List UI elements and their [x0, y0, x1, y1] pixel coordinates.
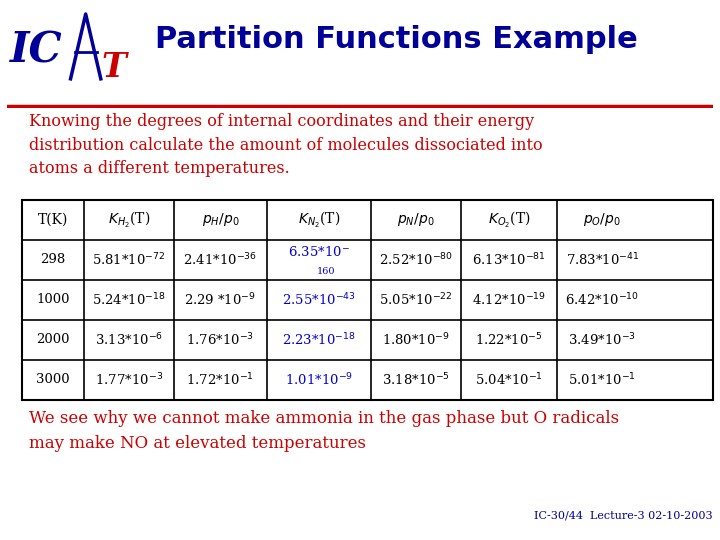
- Text: 5.24*10$^{-18}$: 5.24*10$^{-18}$: [92, 292, 166, 308]
- Text: IC: IC: [10, 30, 63, 72]
- Text: 6.13*10$^{-81}$: 6.13*10$^{-81}$: [472, 252, 546, 268]
- Text: 1.22*10$^{-5}$: 1.22*10$^{-5}$: [475, 332, 543, 348]
- Text: $K_{H_2}$(T): $K_{H_2}$(T): [107, 210, 150, 230]
- Text: Knowing the degrees of internal coordinates and their energy
distribution calcul: Knowing the degrees of internal coordina…: [29, 113, 542, 178]
- Text: Partition Functions Example: Partition Functions Example: [156, 25, 638, 55]
- Text: 1.76*10$^{-3}$: 1.76*10$^{-3}$: [186, 332, 254, 348]
- Text: 5.04*10$^{-1}$: 5.04*10$^{-1}$: [475, 372, 543, 388]
- Text: 6.42*10$^{-10}$: 6.42*10$^{-10}$: [565, 292, 639, 308]
- Text: 298: 298: [40, 253, 66, 266]
- Text: 1.80*10$^{-9}$: 1.80*10$^{-9}$: [382, 332, 449, 348]
- Text: $p_H/p_0$: $p_H/p_0$: [202, 211, 239, 228]
- Text: 5.05*10$^{-22}$: 5.05*10$^{-22}$: [379, 292, 452, 308]
- Text: 5.01*10$^{-1}$: 5.01*10$^{-1}$: [568, 372, 636, 388]
- Text: 2.23*10$^{-18}$: 2.23*10$^{-18}$: [282, 332, 356, 348]
- Text: 3.49*10$^{-3}$: 3.49*10$^{-3}$: [568, 332, 636, 348]
- Text: 6.35*10$^{-}$: 6.35*10$^{-}$: [288, 245, 350, 259]
- Text: 7.83*10$^{-41}$: 7.83*10$^{-41}$: [566, 252, 639, 268]
- Text: 3000: 3000: [36, 373, 70, 386]
- Text: $K_{O_2}$(T): $K_{O_2}$(T): [487, 210, 530, 230]
- Text: 1.77*10$^{-3}$: 1.77*10$^{-3}$: [94, 372, 163, 388]
- Text: 2.55*10$^{-43}$: 2.55*10$^{-43}$: [282, 292, 356, 308]
- Text: 160: 160: [317, 267, 335, 276]
- Text: 1.72*10$^{-1}$: 1.72*10$^{-1}$: [186, 372, 254, 388]
- Text: 1000: 1000: [36, 293, 69, 306]
- Text: $K_{N_2}$(T): $K_{N_2}$(T): [297, 210, 340, 230]
- Text: 3.13*10$^{-6}$: 3.13*10$^{-6}$: [94, 332, 163, 348]
- Text: We see why we cannot make ammonia in the gas phase but O radicals
may make NO at: We see why we cannot make ammonia in the…: [29, 410, 619, 451]
- Text: 3.18*10$^{-5}$: 3.18*10$^{-5}$: [382, 372, 449, 388]
- Text: $p_N/p_0$: $p_N/p_0$: [397, 211, 434, 228]
- Text: 4.12*10$^{-19}$: 4.12*10$^{-19}$: [472, 292, 546, 308]
- Text: IC-30/44  Lecture-3 02-10-2003: IC-30/44 Lecture-3 02-10-2003: [534, 511, 713, 521]
- Text: 2.52*10$^{-80}$: 2.52*10$^{-80}$: [379, 252, 453, 268]
- Text: 1.01*10$^{-9}$: 1.01*10$^{-9}$: [284, 372, 353, 388]
- Text: $p_O/p_0$: $p_O/p_0$: [583, 211, 621, 228]
- Text: 2000: 2000: [36, 333, 69, 346]
- Text: 2.41*10$^{-36}$: 2.41*10$^{-36}$: [184, 252, 257, 268]
- Text: T: T: [102, 51, 127, 84]
- Text: T(K): T(K): [37, 213, 68, 227]
- Text: 5.81*10$^{-72}$: 5.81*10$^{-72}$: [92, 252, 166, 268]
- Text: 2.29 *10$^{-9}$: 2.29 *10$^{-9}$: [184, 292, 256, 308]
